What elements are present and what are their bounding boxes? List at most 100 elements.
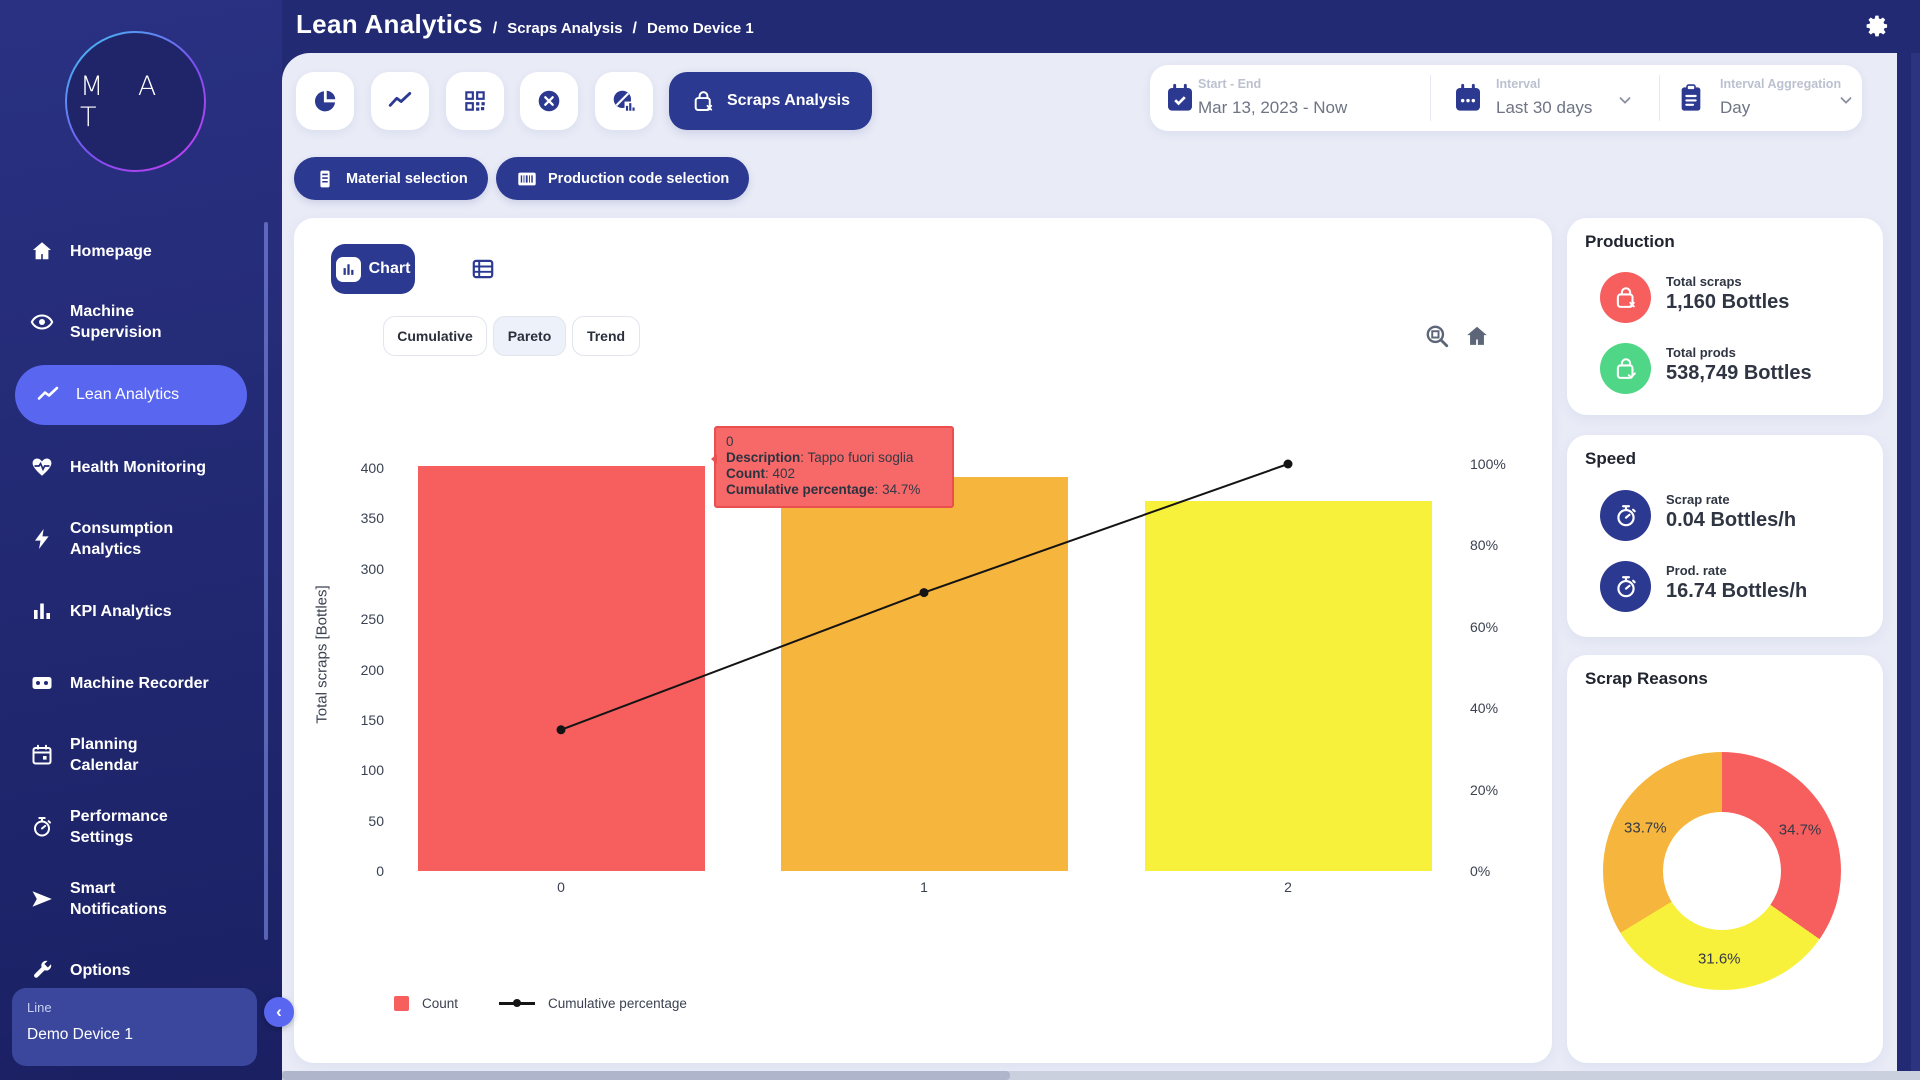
chevron-left-icon: ‹ (276, 1002, 282, 1021)
aggregation-value: Day (1720, 98, 1751, 117)
sidebar-item-label: Lean Analytics (76, 386, 180, 403)
aggregation-label: Interval Aggregation (1720, 77, 1842, 91)
scrap-reasons-title: Scrap Reasons (1585, 669, 1708, 688)
bar-chart-icon (30, 599, 54, 623)
bag-x-icon (1616, 286, 1635, 308)
x-axis-tick: 1 (920, 879, 928, 895)
vertical-scrollbar[interactable] (1911, 53, 1920, 1071)
sidebar-item-lean-analytics[interactable]: Lean Analytics (15, 365, 247, 425)
horizontal-scrollbar[interactable] (282, 1071, 1920, 1080)
breadcrumb-separator: / (632, 20, 637, 37)
x-circle-icon (538, 90, 560, 112)
prod-rate-value: 16.74 Bottles/h (1666, 580, 1808, 602)
calendar-icon (30, 743, 54, 767)
collapse-sidebar-button[interactable]: ‹ (264, 997, 294, 1027)
tab-pareto[interactable]: Pareto (493, 316, 566, 356)
total-prods-icon (1600, 343, 1651, 394)
production-code-selection-button[interactable]: Production code selection (496, 157, 750, 200)
production-title: Production (1585, 232, 1675, 251)
send-icon (30, 887, 54, 911)
sidebar: M A T Homepage Machine Supervision Lean … (0, 0, 282, 1080)
sidebar-item-label: Homepage (70, 242, 152, 260)
sidebar-item-health-monitoring[interactable]: Health Monitoring (30, 455, 255, 479)
sidebar-item-homepage[interactable]: Homepage (30, 239, 255, 263)
pareto-bar-1[interactable] (780, 477, 1068, 871)
stops-analysis-button[interactable] (520, 72, 578, 130)
sidebar-item-label: Machine Supervision (70, 303, 162, 341)
pareto-bar-0[interactable] (417, 465, 705, 871)
start-end-label: Start - End (1198, 77, 1262, 91)
sidebar-item-options[interactable]: Options (30, 958, 255, 982)
chart-view-button[interactable]: Chart (331, 244, 415, 294)
legend-line-swatch (499, 999, 536, 1007)
reset-home-icon[interactable] (1464, 323, 1490, 349)
date-controls: Start - End Mar 13, 2023 - Now Interval … (1150, 65, 1862, 131)
interval-value: Last 30 days (1496, 98, 1593, 117)
aggregation-picker[interactable]: Interval Aggregation Day (1660, 65, 1862, 131)
settings-gear-icon[interactable] (1864, 13, 1890, 39)
sidebar-item-label: Planning Calendar (70, 736, 139, 774)
stopwatch-icon (1616, 504, 1636, 526)
pareto-bar-2[interactable] (1144, 501, 1432, 871)
sidebar-item-consumption-analytics[interactable]: Consumption Analytics (30, 518, 255, 560)
y2-axis-tick: 0% (1470, 863, 1491, 879)
breadcrumb-device[interactable]: Demo Device 1 (647, 20, 754, 37)
scrap-reasons-donut[interactable]: 34.7% 31.6% 33.7% (1603, 752, 1841, 990)
table-view-button[interactable] (470, 256, 496, 282)
material-selection-button[interactable]: Material selection (294, 157, 488, 200)
sidebar-item-label: Consumption Analytics (70, 520, 174, 558)
breadcrumb-scraps-analysis[interactable]: Scraps Analysis (507, 20, 623, 37)
zoom-selection-icon[interactable] (1424, 323, 1450, 349)
y-axis-tick: 50 (368, 812, 384, 829)
sidebar-item-planning-calendar[interactable]: Planning Calendar (30, 734, 255, 776)
tab-cumulative[interactable]: Cumulative (383, 316, 487, 356)
y2-axis-tick: 40% (1470, 700, 1499, 717)
interval-picker[interactable]: Interval Last 30 days (1431, 65, 1659, 131)
heart-pulse-icon (30, 455, 54, 479)
sidebar-item-machine-supervision[interactable]: Machine Supervision (30, 301, 255, 343)
bag-check-icon (1616, 357, 1636, 379)
sidebar-item-label: Machine Recorder (70, 674, 209, 692)
total-scraps-label: Total scraps (1666, 274, 1742, 289)
main-panel: Scraps Analysis Start - End Mar 13, 2023… (282, 53, 1897, 1072)
tab-trend[interactable]: Trend (572, 316, 640, 356)
bar-chart-icon (335, 256, 361, 282)
y-axis-tick: 250 (360, 611, 384, 628)
interval-label: Interval (1496, 77, 1541, 91)
device-selector[interactable]: Line Demo Device 1 (12, 988, 257, 1066)
y2-axis-tick: 100% (1470, 456, 1506, 472)
device-type-label: Line (27, 1000, 52, 1015)
pareto-chart-card: Chart Cumulative Pareto Trend Total scra… (294, 218, 1552, 1063)
sidebar-item-performance-settings[interactable]: Performance Settings (30, 806, 255, 848)
prod-rate-icon (1600, 561, 1651, 612)
breadcrumb-separator: / (492, 20, 498, 37)
tooltip-row: Count: 402 (726, 466, 796, 481)
chevron-down-icon (1616, 91, 1634, 109)
horizontal-scrollbar-thumb[interactable] (282, 1071, 1010, 1080)
sidebar-item-smart-notifications[interactable]: Smart Notifications (30, 878, 255, 920)
speed-analysis-button[interactable] (595, 72, 653, 130)
code-analysis-button[interactable] (446, 72, 504, 130)
qr-code-icon (465, 91, 485, 111)
eye-icon (30, 310, 54, 334)
scraps-analysis-tab[interactable]: Scraps Analysis (669, 72, 872, 130)
legend-count-label: Count (422, 996, 459, 1011)
y-axis-tick: 400 (360, 460, 384, 476)
scrap-reasons-card: Scrap Reasons 34.7% 31.6% 33.7% (1567, 655, 1883, 1063)
chart-tooltip: 0 Description: Tappo fuori soglia Count:… (711, 426, 954, 508)
pie-analysis-button[interactable] (296, 72, 354, 130)
sidebar-item-kpi-analytics[interactable]: KPI Analytics (30, 599, 255, 623)
y2-axis-tick: 80% (1470, 537, 1499, 554)
start-end-picker[interactable]: Start - End Mar 13, 2023 - Now (1150, 65, 1430, 131)
speed-card: Speed Scrap rate 0.04 Bottles/h Prod. ra… (1567, 435, 1883, 637)
production-card: Production Total scraps 1,160 Bottles To… (1567, 218, 1883, 415)
y-axis-tick: 200 (360, 661, 384, 678)
trend-analysis-button[interactable] (371, 72, 429, 130)
speed-title: Speed (1585, 449, 1637, 468)
scraps-analysis-label: Scraps Analysis (726, 92, 851, 109)
stopwatch-icon (1616, 575, 1636, 597)
cassette-icon (30, 671, 54, 695)
sidebar-item-machine-recorder[interactable]: Machine Recorder (30, 671, 255, 695)
sidebar-scrollbar[interactable] (264, 222, 268, 940)
